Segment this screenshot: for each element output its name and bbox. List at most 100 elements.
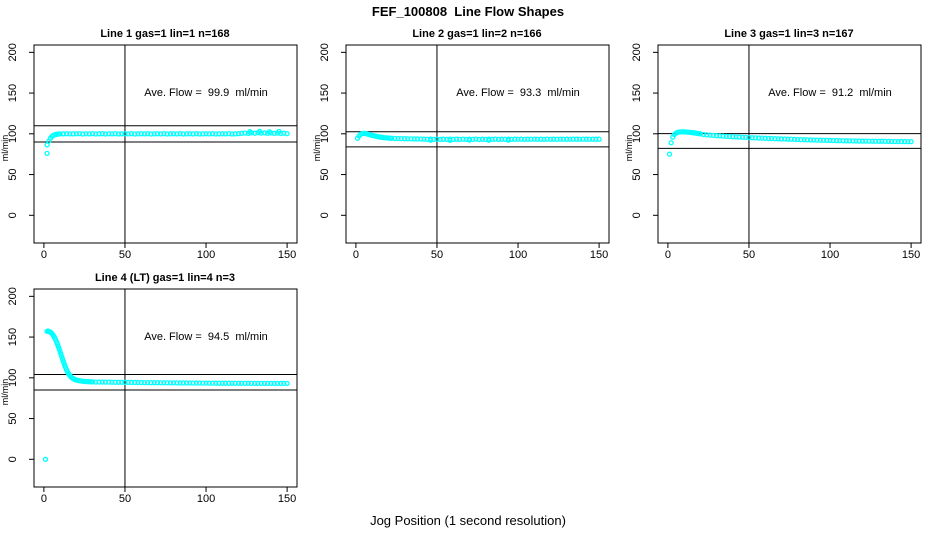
- x-tick-label: 0: [665, 249, 671, 261]
- data-point: [885, 138, 892, 145]
- y-tick-label: 150: [319, 84, 331, 102]
- data-point: [405, 136, 411, 142]
- y-tick-label: 200: [7, 43, 19, 61]
- data-point: [151, 131, 157, 137]
- data-point: [167, 380, 174, 386]
- data-point: [63, 131, 70, 137]
- data-point: [109, 379, 115, 385]
- x-tick-label: 150: [278, 249, 296, 261]
- x-tick-label: 150: [902, 249, 920, 261]
- data-point: [866, 138, 872, 144]
- data-point: [889, 138, 895, 145]
- data-point: [730, 134, 736, 140]
- data-point: [814, 137, 820, 143]
- panel-line-2-plot: 0 50 100 150 0 50 100 150 200 ml/min Line 2 gas=1 …: [312, 28, 610, 261]
- x-tick-label: 100: [197, 249, 215, 261]
- data-point: [206, 131, 212, 137]
- data-point: [554, 136, 560, 142]
- data-point: [222, 131, 229, 137]
- data-point: [209, 131, 216, 137]
- data-point: [203, 131, 209, 137]
- panel-title: Line 4 (LT) gas=1 lin=4 n=3: [95, 272, 235, 284]
- data-point: [119, 131, 125, 137]
- data-point: [486, 137, 492, 143]
- ave-flow-label: Ave. Flow = 93.3 ml/min: [456, 87, 580, 99]
- data-point: [743, 134, 749, 141]
- data-point: [476, 136, 482, 143]
- data-point: [261, 380, 268, 387]
- data-point: [132, 379, 138, 386]
- data-point: [788, 136, 794, 142]
- data-point: [583, 136, 589, 142]
- data-point: [704, 132, 710, 138]
- data-point: [869, 138, 875, 144]
- data-point: [242, 130, 248, 136]
- x-tick-label: 50: [119, 249, 131, 261]
- y-tick-label: 200: [7, 287, 19, 305]
- ave-flow-label: Ave. Flow = 94.5 ml/min: [144, 331, 268, 343]
- data-point: [174, 131, 180, 137]
- data-point: [557, 136, 563, 142]
- data-point: [531, 136, 537, 142]
- data-point: [56, 346, 62, 352]
- y-tick-label: 100: [7, 125, 19, 143]
- data-point: [392, 135, 398, 142]
- data-point: [398, 135, 404, 142]
- data-point: [479, 136, 486, 142]
- data-point: [723, 133, 729, 139]
- y-tick-label: 100: [631, 125, 643, 143]
- x-tick-label: 100: [197, 493, 215, 505]
- panel-line-1: 0 50 100 150 0 50 100 150 200 ml/min Line 1 gas=1 …: [0, 24, 312, 268]
- y-tick-label: 50: [319, 168, 331, 180]
- data-point: [840, 138, 846, 144]
- data-point: [469, 136, 476, 143]
- data-point: [86, 131, 92, 137]
- data-point: [447, 137, 453, 143]
- data-point: [876, 138, 882, 144]
- data-point: [157, 131, 164, 137]
- data-point: [707, 132, 713, 138]
- data-point: [252, 130, 258, 136]
- data-point: [138, 131, 144, 137]
- data-point: [781, 136, 788, 142]
- data-point: [255, 380, 261, 387]
- data-point: [882, 138, 888, 145]
- data-point: [80, 131, 86, 137]
- data-point: [265, 380, 271, 387]
- data-point: [148, 380, 154, 386]
- data-point: [713, 132, 720, 139]
- data-point: [57, 349, 63, 355]
- data-point: [226, 131, 232, 137]
- y-tick-label: 100: [319, 125, 331, 143]
- data-point: [106, 379, 112, 385]
- data-point: [154, 380, 161, 386]
- x-tick-label: 0: [41, 493, 47, 505]
- data-point: [112, 131, 118, 137]
- data-point: [515, 136, 521, 142]
- y-axis-label: ml/min: [0, 379, 10, 406]
- data-point: [460, 136, 466, 142]
- y-tick-label: 150: [7, 328, 19, 346]
- panel-line-4: 0 50 100 150 0 50 100 150 200 ml/min Line 4 (LT) g…: [0, 268, 312, 512]
- data-point: [570, 136, 576, 142]
- data-point: [151, 380, 157, 386]
- data-point: [138, 379, 144, 386]
- data-point: [58, 351, 64, 357]
- data-point: [281, 130, 287, 136]
- data-point: [434, 136, 440, 142]
- data-point: [401, 136, 408, 142]
- data-point: [161, 131, 167, 137]
- data-point: [256, 128, 263, 135]
- data-point: [547, 136, 554, 142]
- data-point: [418, 136, 424, 142]
- data-point: [499, 136, 505, 142]
- data-point: [187, 131, 193, 137]
- data-point: [258, 380, 264, 387]
- data-point: [180, 380, 186, 386]
- data-point: [492, 136, 498, 142]
- data-point: [521, 136, 528, 143]
- panel-line-1-plot: 0 50 100 150 0 50 100 150 200 ml/min Line 1 gas=1 …: [0, 28, 298, 261]
- data-point: [284, 131, 290, 137]
- data-point: [200, 131, 206, 137]
- data-point: [589, 136, 596, 142]
